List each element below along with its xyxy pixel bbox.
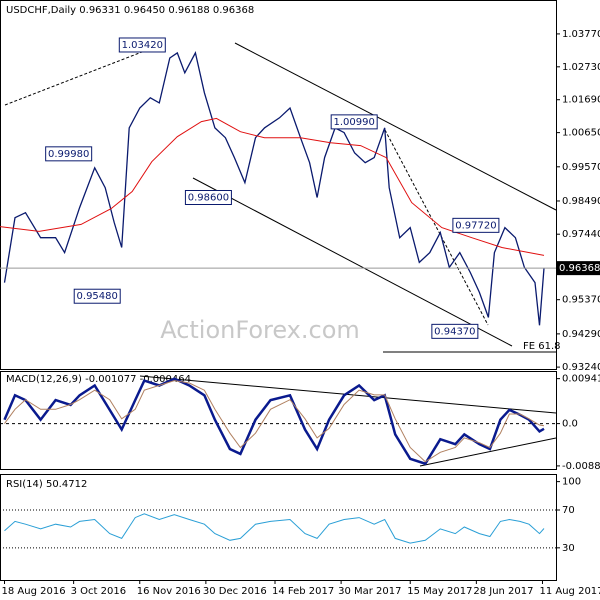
annotation-box: [452, 217, 500, 233]
annotation-box: [45, 146, 93, 162]
last-price-label: 0.96368: [559, 263, 600, 274]
y-tick-label: 0.95370: [562, 295, 600, 306]
x-tick-label: 28 Jun 2017: [473, 586, 533, 597]
y-tick-label: 0.009411: [562, 374, 600, 385]
channel-line: [234, 42, 557, 211]
series-line: [4, 513, 545, 544]
y-tick-label: 0.93240: [562, 362, 600, 373]
series-line: [3, 377, 545, 466]
macd-trend-line: [139, 375, 557, 414]
x-tick-label: 30 Mar 2017: [338, 586, 401, 597]
x-tick-label: 16 Nov 2016: [137, 586, 201, 597]
y-tick-label: 0.98490: [562, 196, 600, 207]
annotation-label: 0.99980: [48, 149, 89, 160]
x-tick-label: 14 Feb 2017: [272, 586, 334, 597]
annotation-label: 0.98600: [188, 192, 229, 203]
y-tick-label: 0.0: [562, 419, 578, 430]
y-tick-label: 30: [562, 543, 575, 554]
channel-line: [192, 177, 513, 347]
annotation-label: 0.94370: [434, 326, 475, 337]
last-price-box: [556, 261, 600, 276]
x-tick-label: 11 Aug 2017: [539, 586, 600, 597]
trend-line: [384, 129, 489, 326]
rsi-title: RSI(14) 50.4712: [6, 479, 87, 490]
rsi-panel: [0, 474, 557, 581]
annotation-label: 1.00990: [333, 117, 374, 128]
y-tick-label: 0.97440: [562, 229, 600, 240]
macd-panel: [0, 371, 557, 470]
annotation-box: [73, 288, 121, 304]
chart-title: USDCHF,Daily 0.96331 0.96450 0.96188 0.9…: [6, 5, 254, 16]
trend-line: [4, 44, 161, 106]
y-tick-label: 0.99570: [562, 162, 600, 173]
macd-title: MACD(12,26,9) -0.001077 -0.000464: [6, 374, 191, 385]
annotation-box: [184, 189, 232, 205]
x-tick-label: 15 May 2017: [407, 586, 472, 597]
annotation-label: 1.03420: [122, 40, 163, 51]
x-tick-label: 30 Dec 2016: [203, 586, 267, 597]
series-line: [3, 51, 545, 326]
x-tick-label: 18 Aug 2016: [2, 586, 66, 597]
annotation-label: 0.97720: [455, 220, 496, 231]
y-tick-label: 70: [562, 505, 575, 516]
y-tick-label: 1.03770: [562, 29, 600, 40]
y-tick-label: -0.008852: [562, 461, 600, 472]
y-tick-label: 100: [562, 477, 581, 488]
y-tick-label: 1.01690: [562, 95, 600, 106]
y-tick-label: 1.00650: [562, 128, 600, 139]
x-tick-label: 3 Oct 2016: [71, 586, 126, 597]
annotation-box: [118, 37, 166, 53]
y-tick-label: 1.02730: [562, 62, 600, 73]
series-line: [4, 380, 545, 463]
y-tick-label: 0.94290: [562, 329, 600, 340]
annotation-label: 0.95480: [77, 291, 118, 302]
fe-label: FE 61.8: [523, 341, 561, 352]
annotation-box: [330, 114, 378, 130]
price-panel: [0, 0, 557, 370]
macd-trend-line: [419, 437, 557, 467]
series-line: [0, 117, 545, 256]
annotation-box: [431, 323, 479, 339]
watermark: ActionForex.com: [160, 316, 360, 344]
